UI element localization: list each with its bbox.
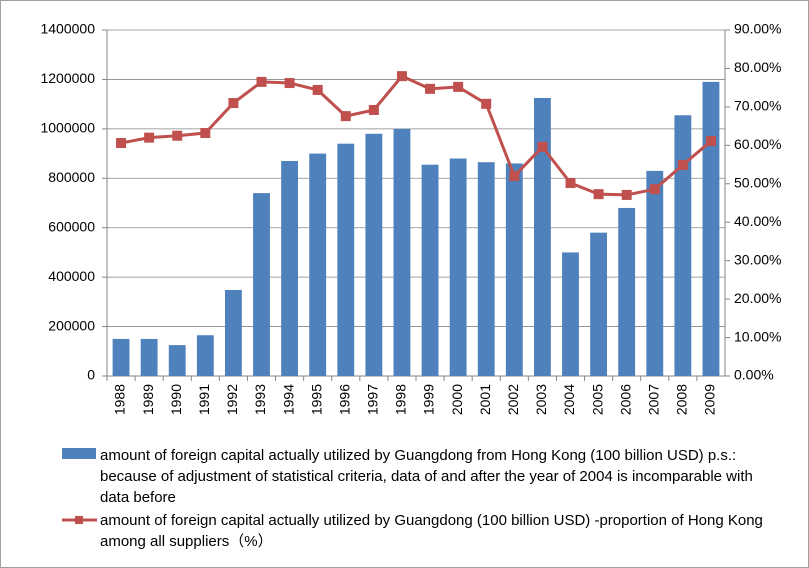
y2-tick-label: 30.00% bbox=[734, 251, 781, 267]
bar bbox=[196, 335, 214, 376]
y-tick-label: 600000 bbox=[48, 218, 95, 234]
y-tick-label: 0 bbox=[87, 367, 95, 383]
legend-swatch-bar bbox=[62, 448, 96, 459]
y2-tick-label: 20.00% bbox=[734, 290, 781, 306]
line bbox=[120, 74, 712, 197]
bar bbox=[281, 160, 299, 376]
x-tick-label: 2005 bbox=[589, 384, 605, 415]
bar bbox=[140, 338, 158, 376]
line-marker bbox=[228, 98, 239, 109]
bar bbox=[477, 162, 495, 376]
x-tick-label: 1991 bbox=[196, 384, 212, 415]
line-marker bbox=[172, 130, 183, 141]
bar bbox=[253, 193, 270, 376]
line-marker bbox=[256, 76, 267, 87]
x-tick-label: 1997 bbox=[365, 384, 381, 415]
x-tick-label: 1988 bbox=[112, 384, 128, 415]
x-tick-label: 1998 bbox=[393, 384, 409, 415]
legend-swatch-marker bbox=[75, 516, 83, 524]
line-marker bbox=[396, 71, 407, 82]
legend-label: amount of foreign capital actually utili… bbox=[100, 512, 763, 550]
line-marker bbox=[649, 184, 660, 195]
bar bbox=[365, 133, 383, 376]
line-marker bbox=[705, 136, 716, 147]
bar bbox=[562, 252, 579, 376]
x-tick-label: 1994 bbox=[280, 384, 296, 415]
bar bbox=[674, 115, 692, 376]
bar bbox=[112, 338, 130, 376]
bar bbox=[421, 164, 439, 376]
line-marker bbox=[537, 141, 548, 152]
x-tick-label: 2007 bbox=[645, 384, 661, 415]
y2-tick-label: 10.00% bbox=[734, 328, 781, 344]
x-tick-label: 1996 bbox=[336, 384, 352, 415]
y2-tick-label: 0.00% bbox=[734, 367, 774, 383]
y-tick-label: 400000 bbox=[48, 268, 95, 284]
x-tick-label: 2003 bbox=[533, 384, 549, 415]
line-marker bbox=[200, 128, 211, 139]
line-marker bbox=[453, 81, 464, 92]
y2-tick-label: 60.00% bbox=[734, 136, 781, 152]
line-marker bbox=[593, 189, 604, 200]
bar bbox=[309, 153, 327, 376]
x-tick-label: 1993 bbox=[252, 384, 268, 415]
line-marker bbox=[509, 171, 520, 182]
y-tick-label: 200000 bbox=[48, 317, 95, 333]
x-tick-label: 2001 bbox=[477, 384, 493, 415]
x-tick-label: 2009 bbox=[702, 384, 718, 415]
line-marker bbox=[340, 111, 351, 122]
line-marker bbox=[425, 83, 436, 94]
y2-tick-label: 50.00% bbox=[734, 174, 781, 190]
x-tick-label: 2008 bbox=[674, 384, 690, 415]
line-marker bbox=[565, 178, 576, 189]
y2-tick-label: 40.00% bbox=[734, 213, 781, 229]
y-tick-label: 800000 bbox=[48, 169, 95, 185]
bar bbox=[702, 81, 720, 377]
y2-tick-label: 70.00% bbox=[734, 98, 781, 114]
line-marker bbox=[116, 138, 127, 149]
x-tick-label: 2002 bbox=[505, 384, 521, 415]
bar bbox=[590, 232, 608, 376]
y2-tick-label: 80.00% bbox=[734, 59, 781, 75]
x-tick-label: 2000 bbox=[449, 384, 465, 415]
line-marker bbox=[621, 189, 632, 200]
x-tick-label: 1989 bbox=[140, 384, 156, 415]
y-tick-label: 1000000 bbox=[40, 120, 95, 136]
x-tick-label: 1995 bbox=[308, 384, 324, 415]
line-marker bbox=[368, 104, 379, 115]
x-tick-label: 2004 bbox=[561, 384, 577, 415]
bar bbox=[337, 143, 355, 376]
line-marker bbox=[312, 84, 323, 95]
bar bbox=[618, 207, 636, 376]
line-marker bbox=[481, 98, 492, 109]
bar bbox=[224, 289, 242, 376]
bar bbox=[505, 163, 523, 376]
x-tick-label: 1999 bbox=[421, 384, 437, 415]
line-marker bbox=[284, 78, 295, 89]
bar bbox=[393, 128, 411, 376]
legend-label: amount of foreign capital actually utili… bbox=[100, 447, 753, 506]
bar bbox=[646, 170, 664, 376]
bar bbox=[533, 97, 551, 376]
y-tick-label: 1200000 bbox=[40, 70, 95, 86]
x-tick-label: 2006 bbox=[617, 384, 633, 415]
line-marker bbox=[144, 132, 155, 143]
bar bbox=[449, 158, 467, 376]
y2-tick-label: 90.00% bbox=[734, 21, 781, 37]
line-marker bbox=[677, 159, 688, 170]
x-tick-label: 1990 bbox=[168, 384, 184, 415]
y-tick-label: 1400000 bbox=[40, 21, 95, 37]
x-tick-label: 1992 bbox=[224, 384, 240, 415]
bar bbox=[168, 345, 186, 376]
